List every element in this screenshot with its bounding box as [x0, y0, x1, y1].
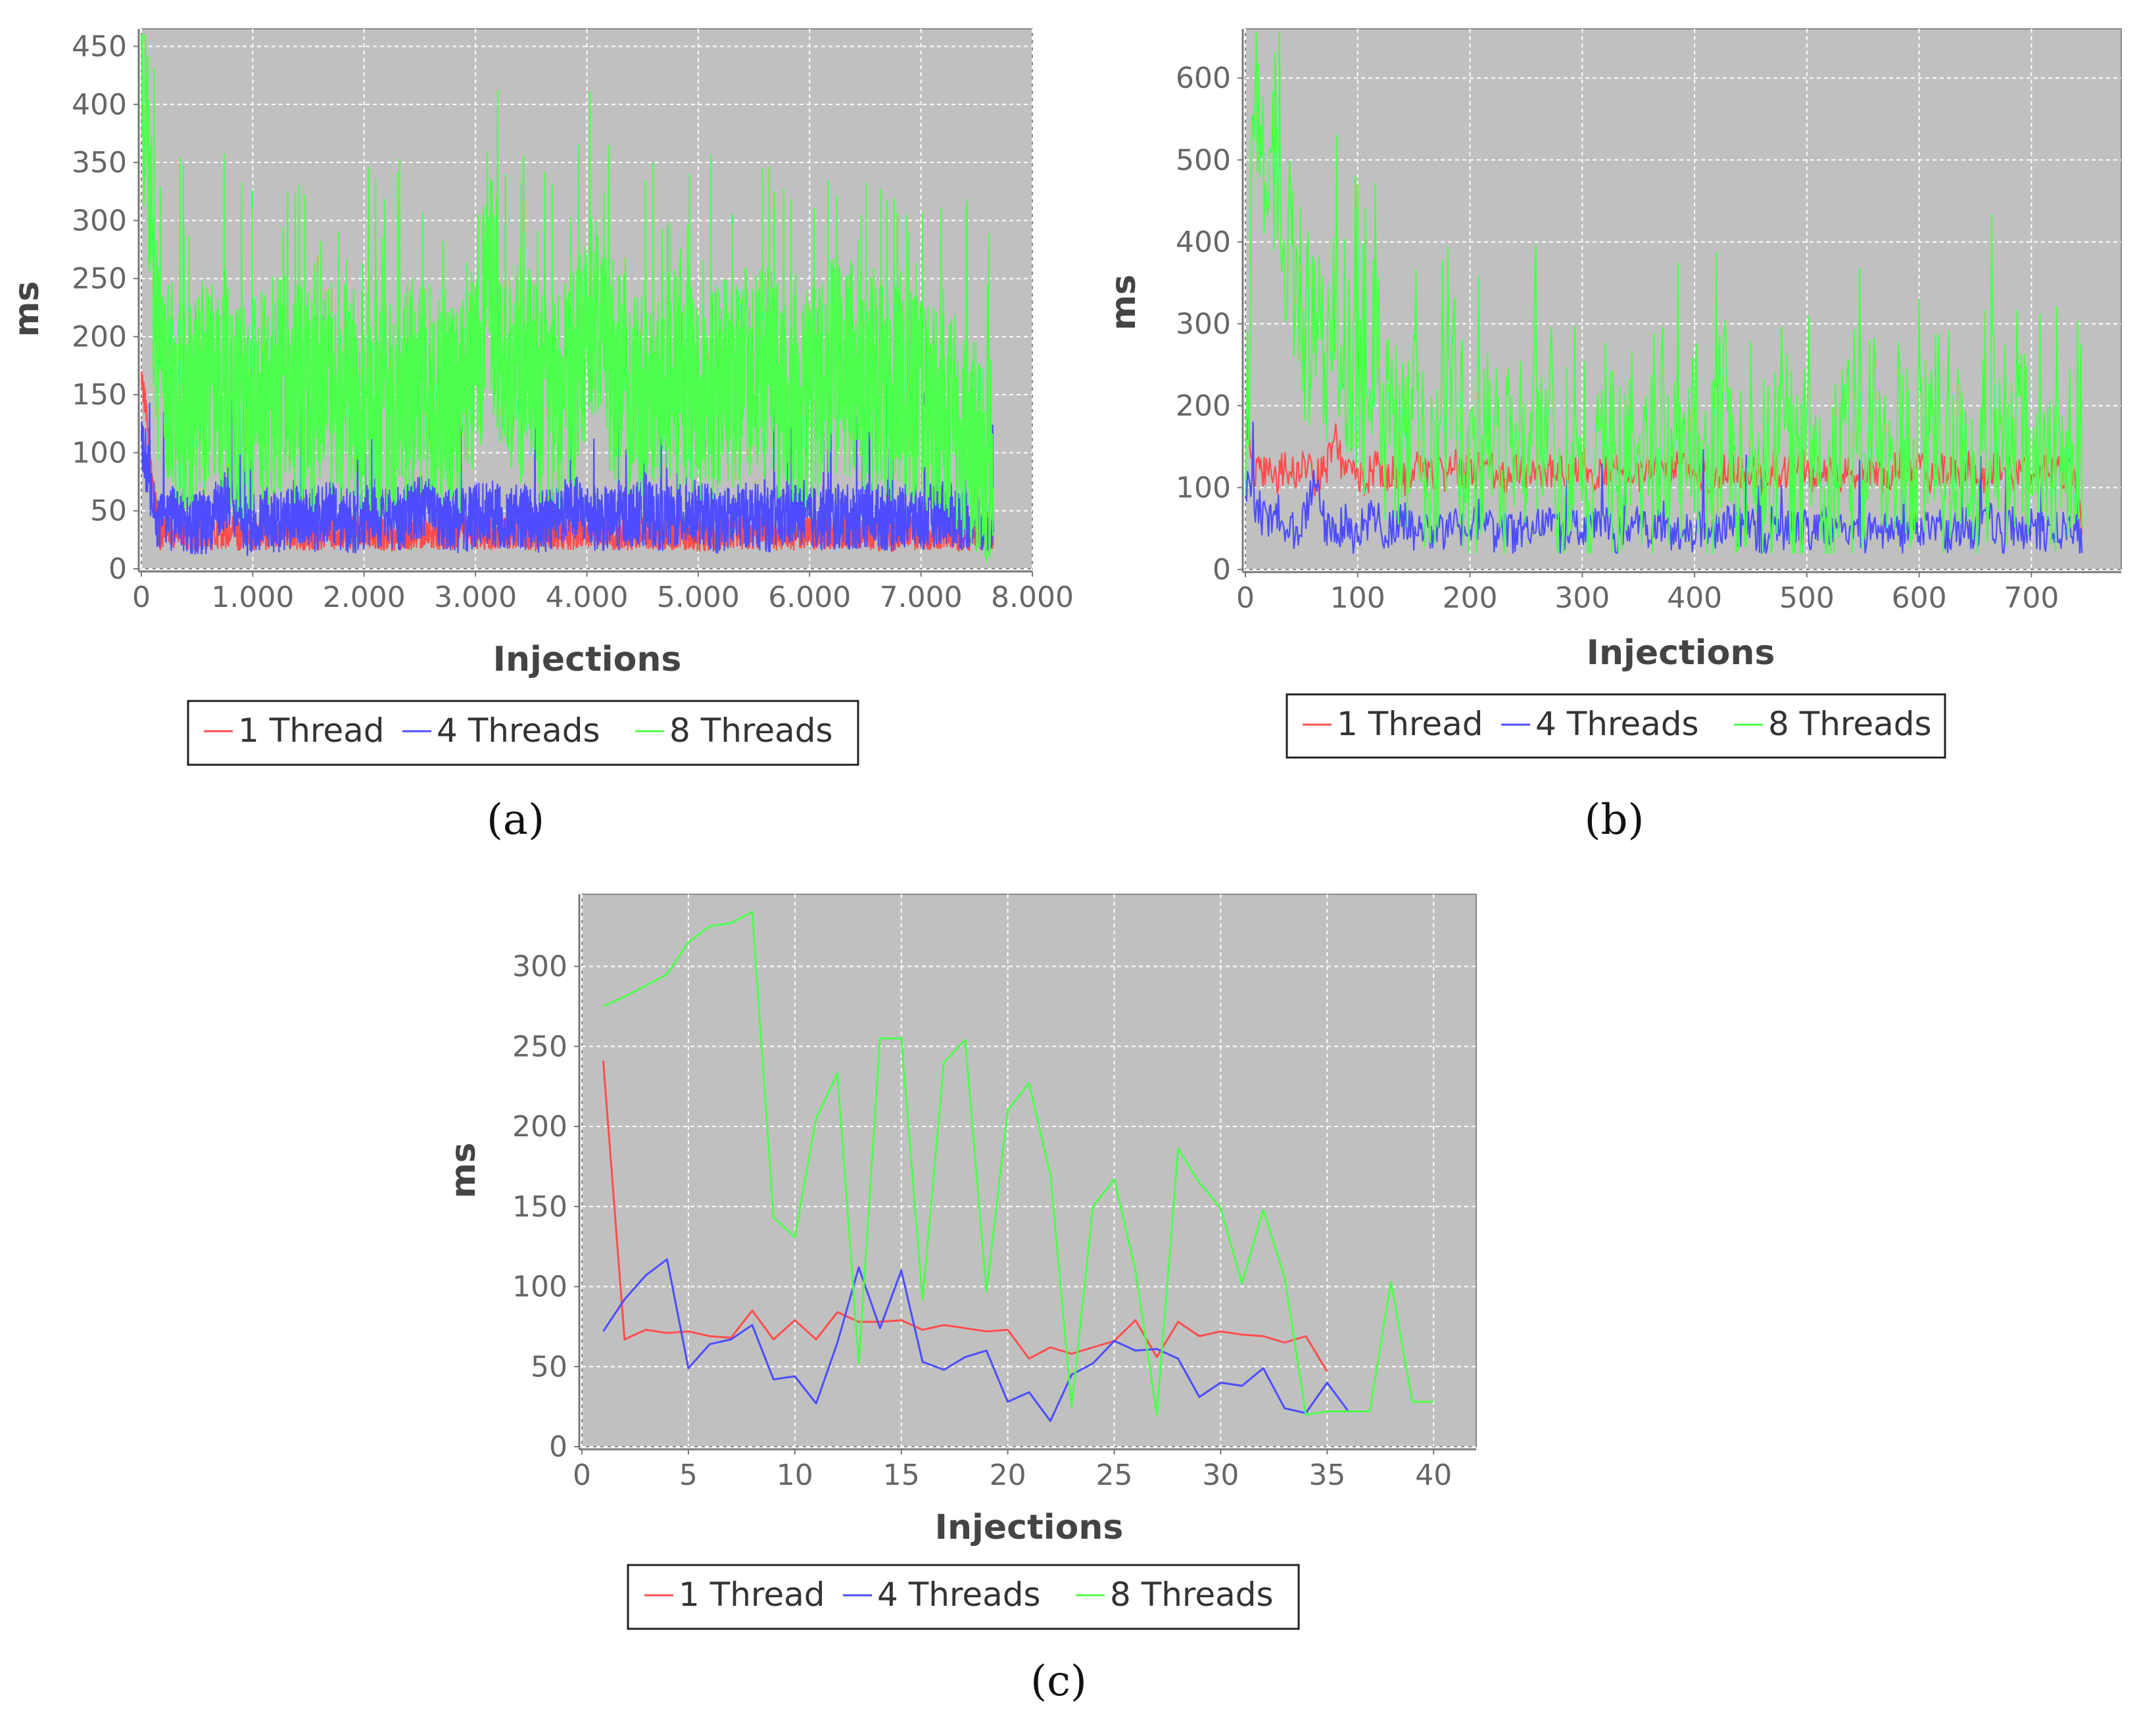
caption-b: (b) [1584, 796, 1645, 844]
y-tick-label: 50 [90, 494, 127, 528]
x-tick-label: 0 [132, 581, 151, 614]
chart-a: 0 1.000 2.000 3.000 4.000 5.000 6.000 7.000 8.00… [0, 0, 1074, 789]
caption-c: (c) [1030, 1657, 1087, 1706]
y-tick-label: 450 [72, 30, 127, 63]
y-tick-label: 300 [512, 950, 567, 984]
y-tick-label: 250 [512, 1030, 567, 1063]
y-tick-label: 200 [512, 1110, 567, 1144]
x-tick-label: 600 [1892, 581, 1947, 615]
x-tick-label: 2.000 [323, 581, 406, 614]
chart-a-svg: 0 1.000 2.000 3.000 4.000 5.000 6.000 7.000 8.00… [7, 28, 1074, 766]
x-axis-title: Injections [935, 1508, 1124, 1547]
x-tick-label: 0 [1236, 581, 1255, 615]
x-tick-label: 5.000 [657, 581, 740, 614]
chart-b: 0 100 200 300 400 500 600 700 0 100 200 300 400 500 60… [1069, 0, 2139, 789]
x-tick-label: 4.000 [546, 581, 629, 614]
legend-label: 8 Threads [669, 711, 833, 750]
y-tick-label: 350 [72, 146, 127, 180]
x-tick-label: 20 [990, 1459, 1026, 1492]
y-tick-label: 0 [549, 1430, 567, 1464]
y-tick-label: 500 [1176, 143, 1231, 177]
legend-label: 1 Thread [238, 711, 385, 750]
series-line-4-threads [140, 385, 994, 556]
y-tick-label: 600 [1176, 62, 1231, 95]
legend-label: 1 Thread [679, 1576, 825, 1614]
y-tick-label: 250 [72, 262, 127, 296]
x-tick-label: 7.000 [880, 581, 963, 614]
chart-c-svg: 0 5 10 15 20 25 30 35 40 0 50 100 150 200 250 300 Inject… [444, 894, 1477, 1630]
chart-c: 0 5 10 15 20 25 30 35 40 0 50 100 150 200 250 300 Inject… [434, 868, 1552, 1644]
y-axis-title: ms [7, 281, 47, 337]
y-tick-label: 150 [512, 1190, 567, 1224]
x-tick-label: 100 [1330, 581, 1385, 615]
x-tick-label: 40 [1415, 1459, 1452, 1492]
x-tick-label: 5 [679, 1459, 698, 1492]
y-tick-label: 50 [531, 1350, 567, 1384]
x-tick-label: 200 [1443, 581, 1498, 615]
x-axis-title: Injections [493, 640, 682, 679]
y-tick-label: 200 [72, 320, 127, 354]
y-tick-label: 0 [108, 552, 127, 586]
series-line-4-threads [602, 1258, 1349, 1422]
x-tick-label: 30 [1202, 1459, 1239, 1492]
y-tick-label: 150 [72, 378, 127, 412]
y-tick-label: 400 [1176, 226, 1231, 259]
series-line-8-threads [602, 911, 1434, 1416]
x-tick-label: 500 [1779, 581, 1835, 615]
legend-label: 8 Threads [1110, 1576, 1274, 1614]
y-tick-label: 0 [1213, 553, 1231, 587]
y-tick-label: 400 [72, 88, 127, 122]
y-axis-title: ms [444, 1142, 483, 1198]
x-tick-label: 400 [1667, 581, 1722, 615]
legend-box [627, 1564, 1300, 1630]
legend-box [187, 700, 859, 766]
y-tick-label: 100 [512, 1270, 567, 1304]
x-tick-label: 0 [573, 1459, 591, 1492]
caption-a: (a) [486, 796, 545, 844]
y-tick-label: 300 [72, 204, 127, 237]
x-tick-label: 1.000 [211, 581, 294, 614]
legend-label: 4 Threads [1535, 705, 1699, 743]
legend-label: 1 Thread [1337, 705, 1483, 743]
y-tick-label: 100 [1176, 471, 1231, 504]
x-tick-label: 8.000 [991, 581, 1074, 614]
legend-label: 4 Threads [877, 1576, 1041, 1614]
x-tick-label: 10 [777, 1459, 813, 1492]
x-axis-title: Injections [1587, 633, 1775, 673]
legend-box [1286, 693, 1946, 759]
y-tick-label: 200 [1176, 389, 1231, 423]
chart-b-svg: 0 100 200 300 400 500 600 700 0 100 200 300 400 500 60… [1104, 28, 2122, 759]
x-tick-label: 700 [2004, 581, 2059, 615]
y-axis-title: ms [1104, 274, 1143, 330]
x-tick-label: 6.000 [768, 581, 851, 614]
x-tick-label: 3.000 [434, 581, 517, 614]
plot-area [581, 894, 1477, 1447]
x-tick-label: 35 [1309, 1459, 1345, 1492]
x-tick-label: 15 [883, 1459, 920, 1492]
legend-label: 8 Threads [1768, 705, 1932, 743]
series-line-8-threads [140, 34, 994, 563]
x-tick-label: 25 [1096, 1459, 1133, 1492]
y-tick-label: 100 [72, 436, 127, 470]
series-line-8-threads [1244, 32, 2083, 554]
y-tick-label: 300 [1176, 307, 1231, 341]
series-line-1-thread [602, 1061, 1328, 1372]
x-tick-label: 300 [1554, 581, 1610, 615]
legend-label: 4 Threads [437, 711, 600, 750]
